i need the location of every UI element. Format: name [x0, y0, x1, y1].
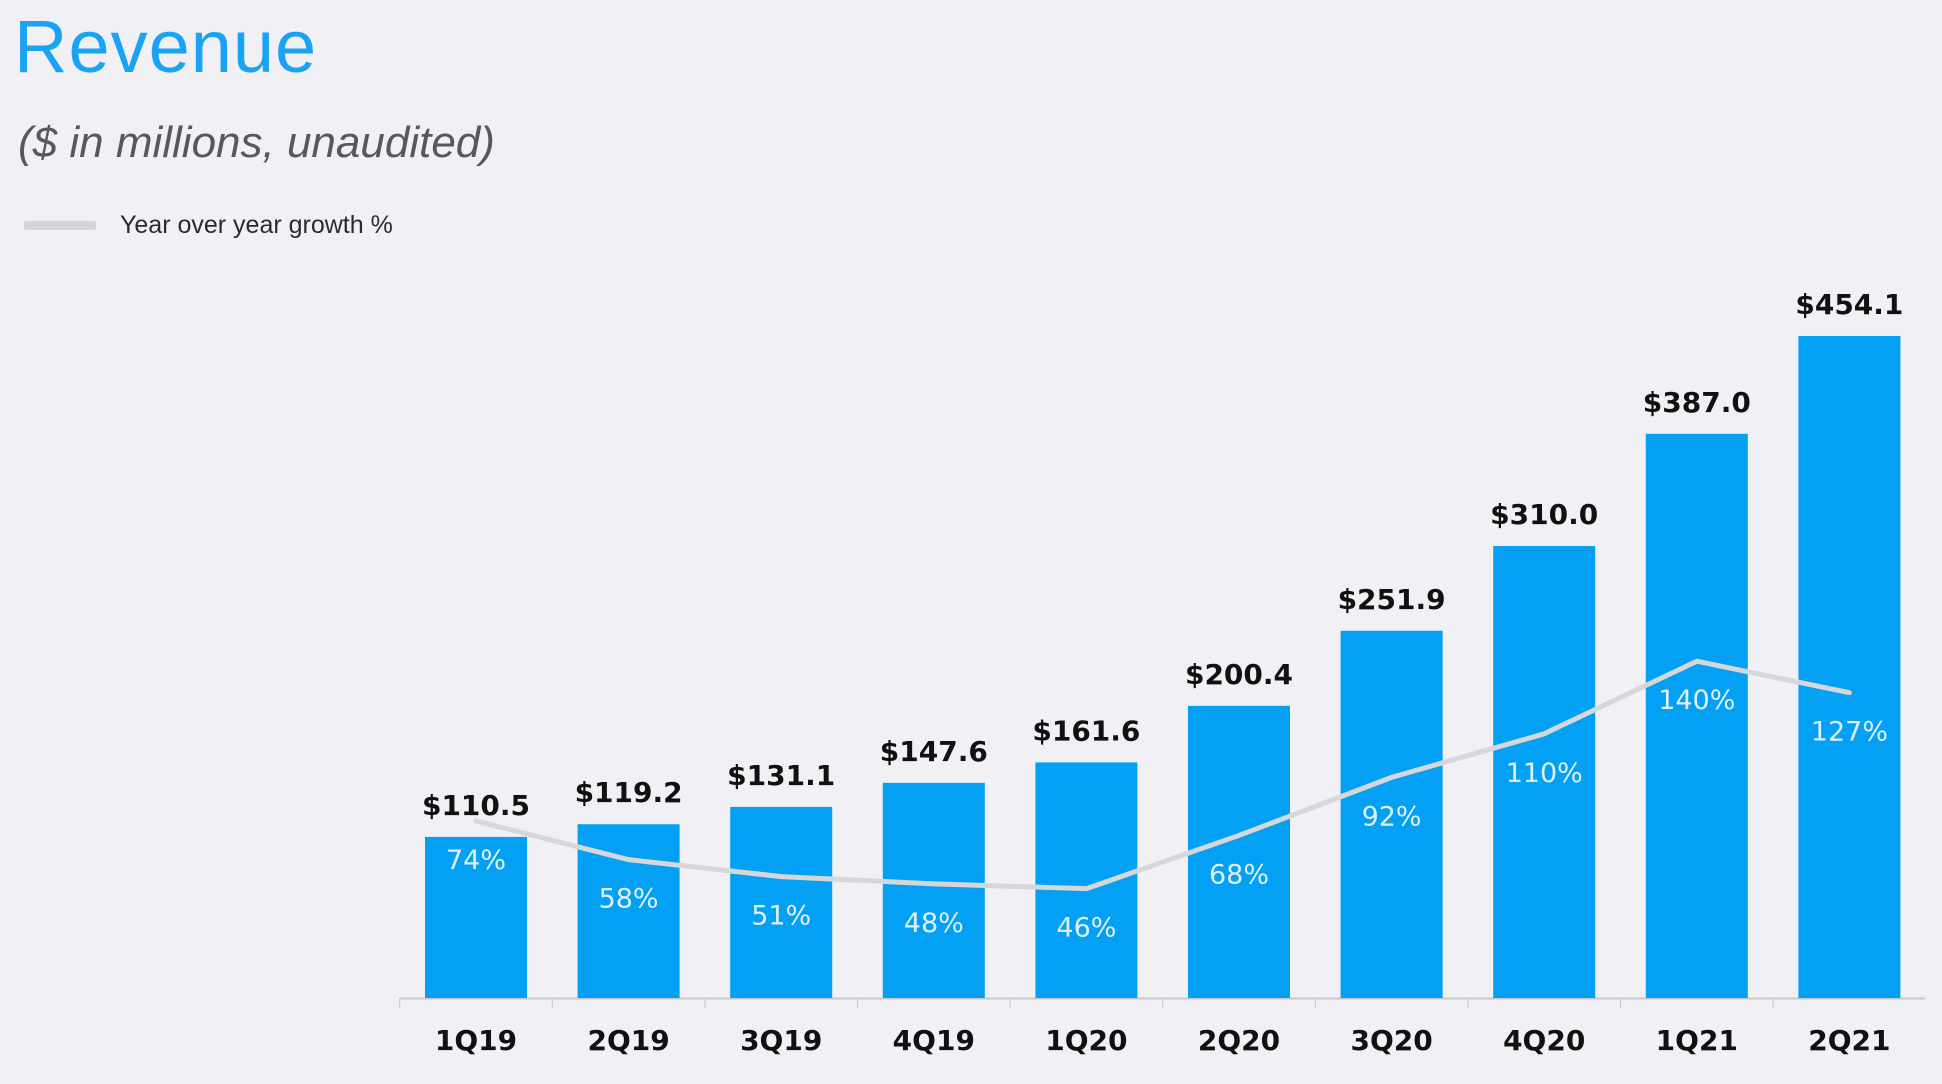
growth-value-label: 68% [1209, 859, 1269, 890]
x-tick-label: 1Q19 [435, 1024, 517, 1057]
bar-value-label: $310.0 [1490, 498, 1598, 531]
bar-3q20 [1340, 630, 1443, 998]
bar-value-label: $110.5 [422, 789, 530, 822]
bar-value-label: $251.9 [1338, 583, 1446, 616]
x-tick-label: 2Q21 [1808, 1024, 1890, 1057]
growth-value-label: 58% [599, 884, 659, 915]
bar-value-label: $161.6 [1032, 714, 1140, 747]
x-tick-label: 4Q19 [893, 1024, 975, 1057]
growth-line [473, 658, 1852, 892]
bar-1q19 [425, 836, 527, 998]
x-tick-label: 1Q20 [1045, 1024, 1127, 1057]
legend-label: Year over year growth % [120, 210, 393, 239]
chart-legend: Year over year growth % [24, 205, 393, 245]
growth-value-label: 110% [1506, 758, 1583, 789]
bar-2q20 [1188, 705, 1290, 998]
growth-value-label: 46% [1056, 913, 1116, 944]
bar-4q20 [1493, 546, 1596, 998]
growth-value-label: 127% [1811, 717, 1888, 748]
x-tick-label: 3Q19 [740, 1024, 822, 1057]
x-tick-label: 3Q20 [1350, 1024, 1432, 1057]
bar-value-label: $147.6 [880, 735, 988, 768]
growth-value-label: 51% [751, 901, 811, 932]
bar-2q21 [1798, 336, 1901, 998]
legend-line-swatch [24, 220, 96, 230]
growth-value-label: 92% [1362, 801, 1422, 832]
bar-value-label: $454.1 [1795, 288, 1903, 321]
bar-3q19 [730, 806, 833, 998]
x-tick-label: 4Q20 [1503, 1024, 1585, 1057]
x-tick-label: 1Q21 [1656, 1024, 1738, 1057]
page-title: Revenue [14, 5, 318, 88]
x-tick-label: 2Q19 [587, 1024, 669, 1057]
page-subtitle: ($ in millions, unaudited) [18, 118, 495, 167]
growth-value-label: 48% [904, 908, 964, 939]
bar-1q20 [1035, 762, 1138, 998]
x-tick-label: 2Q20 [1198, 1024, 1280, 1057]
bar-value-label: $200.4 [1185, 658, 1293, 691]
growth-value-label: 74% [446, 845, 506, 876]
growth-value-label: 140% [1658, 685, 1735, 716]
bar-value-label: $131.1 [727, 759, 835, 792]
bar-value-label: $387.0 [1643, 386, 1751, 419]
bar-4q19 [882, 782, 985, 998]
bar-1q21 [1645, 433, 1748, 998]
bar-value-label: $119.2 [575, 776, 683, 809]
